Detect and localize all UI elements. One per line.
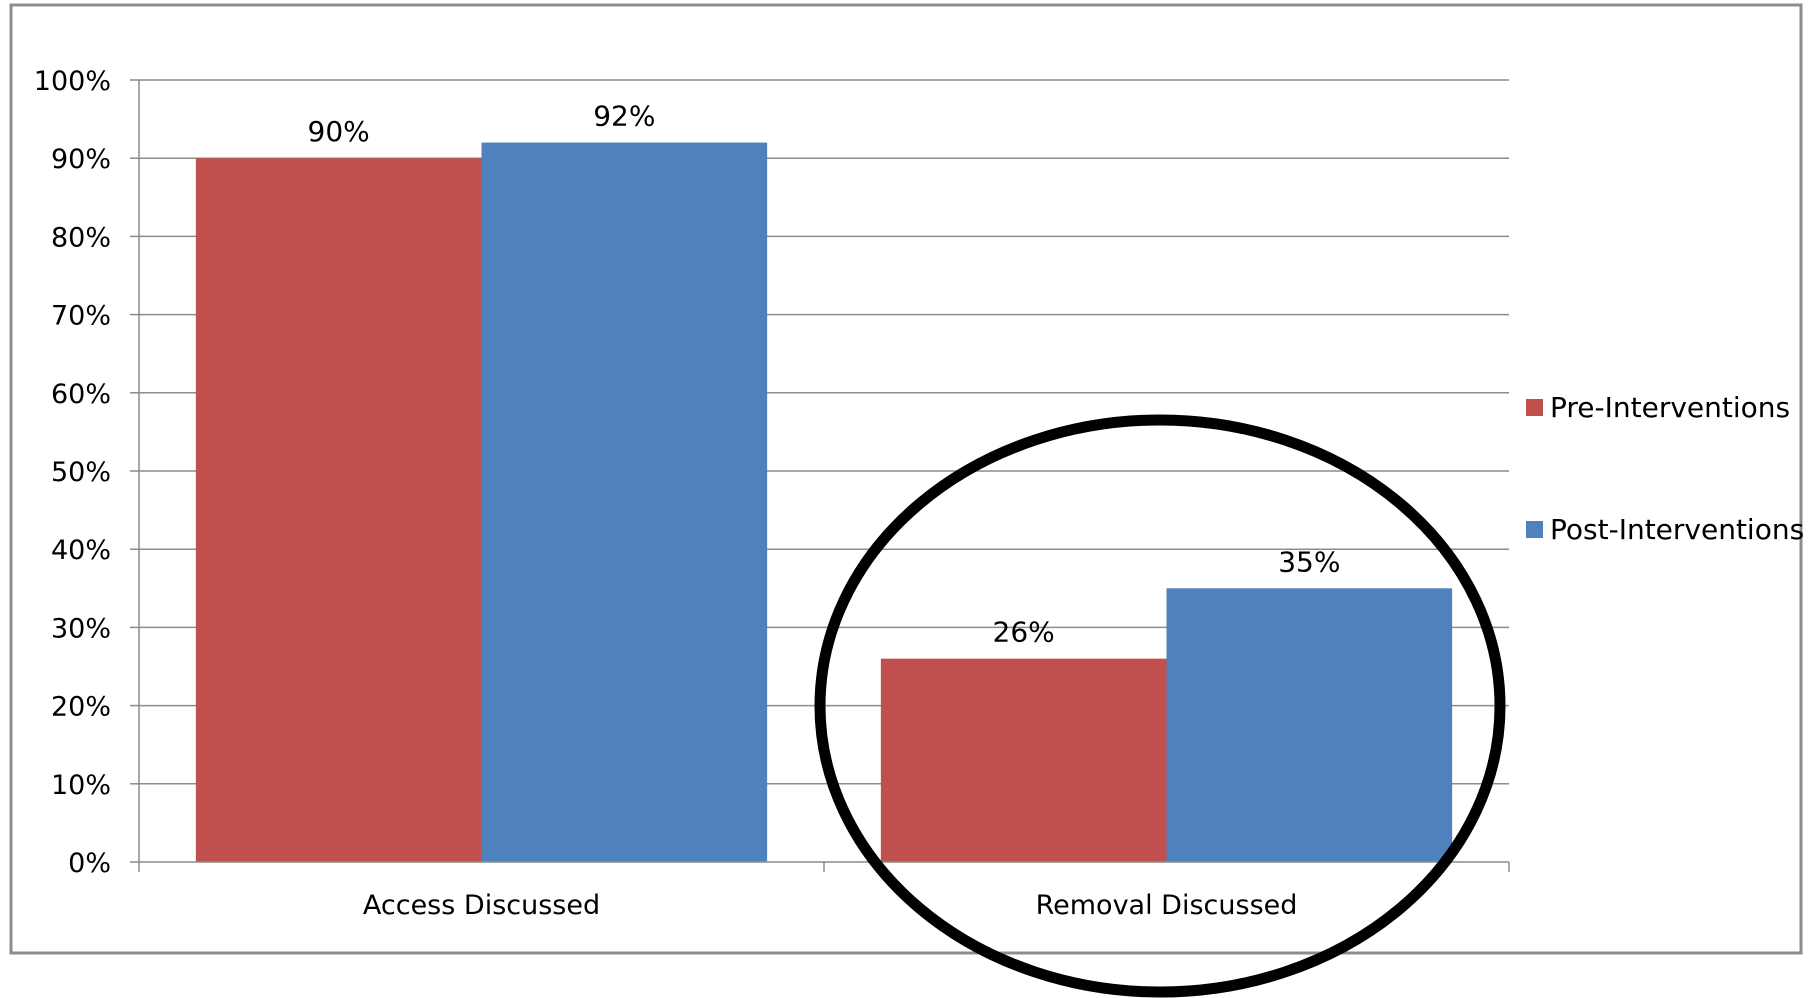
legend: Pre-Interventions Post-Interventions: [1526, 391, 1804, 546]
y-tick-label: 40%: [51, 535, 111, 566]
data-label: 35%: [1278, 545, 1340, 578]
x-category-label: Access Discussed: [363, 890, 600, 921]
bar: [195, 158, 482, 862]
y-tick-label: 90%: [51, 144, 111, 175]
legend-label: Post-Interventions: [1550, 513, 1804, 546]
data-label: 92%: [593, 100, 655, 133]
bar: [1166, 588, 1453, 862]
y-tick-label: 30%: [51, 613, 111, 644]
axes: [130, 79, 1510, 872]
y-tick-label: 0%: [68, 848, 111, 879]
data-label: 90%: [308, 115, 370, 148]
highlight-ellipse: [814, 414, 1506, 998]
y-tick-label: 10%: [51, 770, 111, 801]
legend-label: Pre-Interventions: [1550, 391, 1790, 424]
legend-swatch: [1526, 521, 1543, 538]
y-tick-label: 100%: [34, 66, 111, 97]
y-tick-label: 60%: [51, 379, 111, 410]
bars: [195, 142, 1453, 862]
data-label: 26%: [993, 616, 1055, 649]
y-tick-label: 80%: [51, 222, 111, 253]
y-tick-label: 20%: [51, 692, 111, 723]
bar: [481, 142, 768, 862]
legend-swatch: [1526, 399, 1543, 416]
bar: [880, 658, 1167, 862]
labels: 0% 10% 20% 30% 40% 50% 60% 70% 80% 90% 100% 90% 92% A…: [34, 66, 1341, 921]
x-category-label: Removal Discussed: [1036, 890, 1298, 921]
y-tick-label: 50%: [51, 457, 111, 488]
y-tick-label: 70%: [51, 301, 111, 332]
